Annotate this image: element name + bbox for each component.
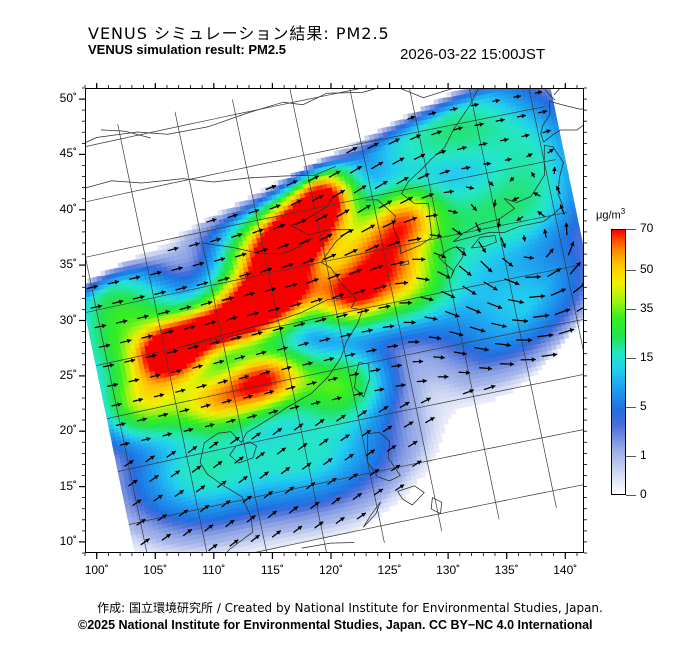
lon-tick-label-120: 120˚ xyxy=(318,563,343,577)
map-canvas xyxy=(85,88,584,553)
colorbar-tick-0 xyxy=(626,495,636,496)
lat-tick-label-40: 40˚ xyxy=(59,201,77,216)
lon-tick-label-105: 105˚ xyxy=(143,563,168,577)
lat-tick-label-35: 35˚ xyxy=(59,257,77,272)
colorbar-tick-35 xyxy=(626,308,636,310)
lon-tick-label-110: 110˚ xyxy=(202,563,226,577)
map-plot-area xyxy=(85,88,584,553)
colorbar-tick-1 xyxy=(626,456,636,458)
lat-tick-label-45: 45˚ xyxy=(59,146,77,161)
colorbar-tick-5 xyxy=(626,407,636,409)
lon-tick-label-135: 135˚ xyxy=(494,563,519,577)
lon-tick-label-130: 130˚ xyxy=(436,563,461,577)
lat-tick-label-20: 20˚ xyxy=(59,423,77,438)
colorbar-tick-50 xyxy=(626,270,636,272)
lat-tick-label-15: 15˚ xyxy=(59,478,77,493)
valid-datetime: 2026-03-22 15:00JST xyxy=(400,46,546,63)
colorbar-unit-label: μg/m3 xyxy=(596,207,625,222)
footer-license-line: ©2025 National Institute for Environment… xyxy=(78,618,593,632)
colorbar-tick-label-15: 15 xyxy=(640,350,654,364)
footer-credit-line: 作成: 国立環境研究所 / Created by National Instit… xyxy=(97,601,603,615)
lon-tick-label-115: 115˚ xyxy=(260,563,284,577)
colorbar-tick-label-70: 70 xyxy=(640,221,654,235)
colorbar-tick-label-5: 5 xyxy=(640,399,647,414)
colorbar-tick-label-1: 1 xyxy=(640,448,647,463)
lat-tick-label-30: 30˚ xyxy=(59,312,77,327)
colorbar-tick-70 xyxy=(626,229,636,230)
lat-tick-label-10: 10˚ xyxy=(59,533,77,548)
colorbar-tick-15 xyxy=(626,358,636,359)
lon-tick-label-125: 125˚ xyxy=(377,563,402,577)
lon-tick-label-100: 100˚ xyxy=(84,563,109,577)
colorbar-unit-exponent: 3 xyxy=(620,207,626,216)
map-border xyxy=(85,88,584,553)
page-title-japanese: VENUS シミュレーション結果: PM2.5 xyxy=(88,24,390,43)
coastlines xyxy=(85,88,584,553)
colorbar-tick-label-35: 35 xyxy=(640,300,654,315)
colorbar-unit-text: μg/m xyxy=(596,209,621,222)
lat-tick-label-25: 25˚ xyxy=(59,367,77,382)
colorbar-gradient xyxy=(611,229,626,495)
lon-tick-label-140: 140˚ xyxy=(553,563,578,577)
lat-tick-label-50: 50˚ xyxy=(59,91,77,106)
colorbar-tick-label-50: 50 xyxy=(640,262,654,277)
wind-vectors xyxy=(86,90,584,552)
colorbar-tick-label-0: 0 xyxy=(640,487,647,501)
page-title-english: VENUS simulation result: PM2.5 xyxy=(88,42,286,57)
colorbar xyxy=(611,229,626,495)
